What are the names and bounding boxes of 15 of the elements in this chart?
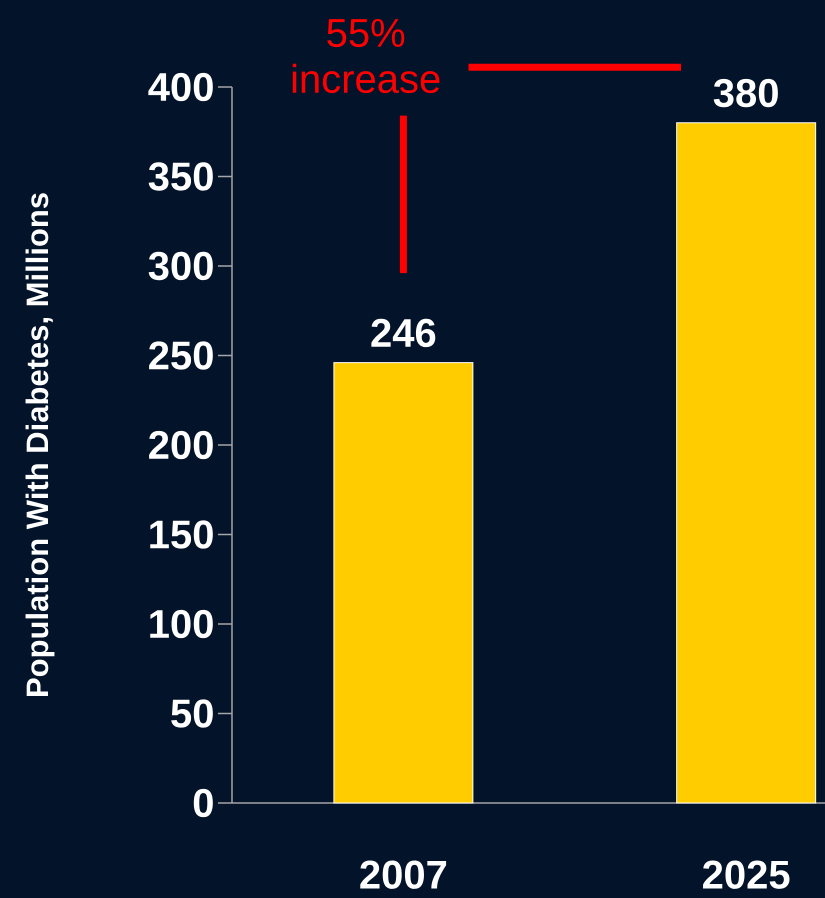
x-tick-label: 2007 <box>360 860 446 889</box>
y-axis-title: Population With Diabetes, Millions <box>26 193 54 696</box>
y-tick-label: 250 <box>149 341 213 370</box>
y-tick-label: 50 <box>171 699 213 728</box>
data-label: 380 <box>714 78 778 108</box>
y-tick-label: 200 <box>149 430 213 460</box>
y-tick-label: 300 <box>148 252 213 280</box>
y-tick-label: 0 <box>194 788 213 818</box>
annotation: 55% increase <box>292 18 440 94</box>
data-label: 246 <box>371 318 436 348</box>
y-tick-label: 100 <box>150 610 213 638</box>
x-tick-label: 2025 <box>703 860 790 889</box>
y-tick-label: 350 <box>148 162 213 191</box>
y-tick-label: 150 <box>150 520 213 549</box>
y-tick-label: 400 <box>148 72 213 102</box>
